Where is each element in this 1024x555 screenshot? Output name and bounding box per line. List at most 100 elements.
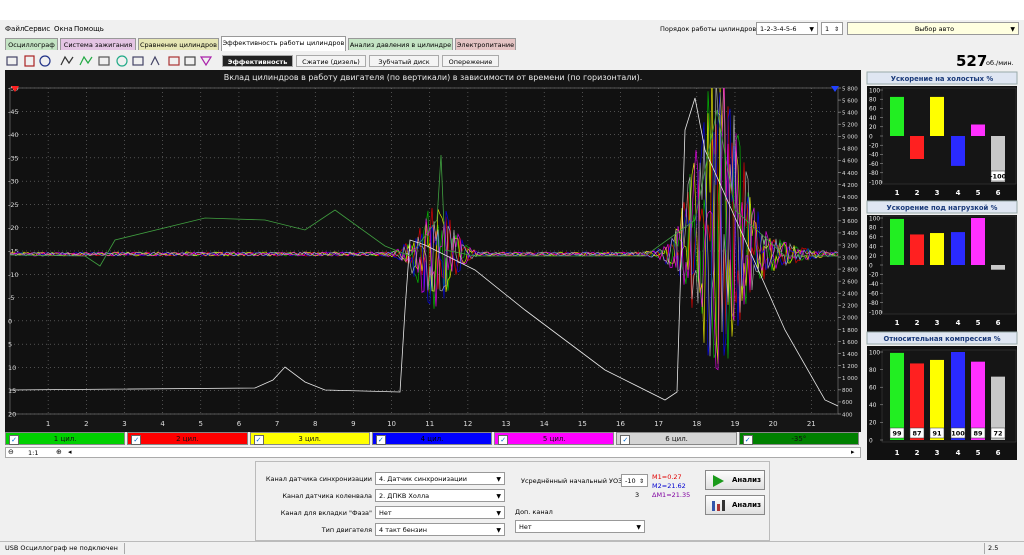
scroll-right[interactable]: ▸: [851, 448, 855, 456]
legend-entry[interactable]: ✓ 5 цил.: [494, 432, 615, 445]
y-tick-label: 20: [869, 254, 877, 260]
value-label: 99: [892, 430, 902, 438]
zoom-in[interactable]: ⊕: [56, 448, 62, 456]
analyze-button[interactable]: Анализ: [705, 495, 765, 515]
y-tick-label: -15: [8, 248, 19, 256]
legend-entry[interactable]: ✓ 2 цил.: [127, 432, 248, 445]
y-tick-label: 0: [869, 134, 873, 140]
legend-checkbox[interactable]: ✓: [253, 435, 264, 445]
legend-checkbox[interactable]: ✓: [742, 435, 753, 445]
setting-value: 4. Датчик синхронизации: [379, 475, 467, 483]
tab-active[interactable]: Эффективность работы цилиндров: [221, 36, 346, 51]
spin-arrows: ⇕: [833, 26, 839, 33]
y-tick-label: -5: [8, 294, 14, 302]
tool-icon[interactable]: [79, 55, 93, 66]
button-label: Анализ: [732, 476, 762, 484]
x-tick-label: 2: [915, 319, 920, 327]
auto-select[interactable]: Выбор авто ▼: [847, 22, 1019, 35]
bar: [890, 352, 904, 440]
x-tick-label: 3: [935, 319, 940, 327]
x-tick-label: 5: [199, 420, 203, 428]
tool-icon[interactable]: [98, 56, 110, 66]
uoz-spin[interactable]: -10 ⇕: [621, 474, 648, 487]
legend-entry[interactable]: ✓ 6 цил.: [616, 432, 737, 445]
tool-icon[interactable]: [60, 55, 74, 66]
y-tick-label: 0: [8, 317, 12, 325]
rpm-trace: [10, 97, 838, 407]
x-tick-label: 4: [956, 449, 961, 457]
tool-icon[interactable]: [132, 56, 144, 66]
tool-icon[interactable]: [6, 56, 18, 66]
legend-entry[interactable]: ✓ -35°: [738, 432, 859, 445]
zoom-out[interactable]: ⊖: [8, 448, 14, 456]
x-tick-label: 20: [769, 420, 778, 428]
y-tick-label: 80: [869, 98, 877, 104]
legend-checkbox[interactable]: ✓: [375, 435, 386, 445]
value-label: 100: [951, 430, 965, 438]
tool-icon[interactable]: [199, 56, 213, 67]
y2-tick-label: 5 600: [842, 98, 858, 104]
setting-select[interactable]: 4 такт бензин ▼: [375, 523, 505, 536]
subtab[interactable]: Опережение: [442, 55, 499, 67]
legend-entry[interactable]: ✓ 4 цил.: [371, 432, 493, 445]
menu-item[interactable]: Сервис: [24, 25, 51, 33]
tool-icon[interactable]: [39, 55, 51, 67]
x-tick-label: 8: [313, 420, 317, 428]
y-tick-label: 20: [8, 411, 16, 419]
y2-tick-label: 4 200: [842, 183, 858, 189]
y2-tick-label: 4 400: [842, 171, 858, 177]
tool-icon[interactable]: [168, 56, 180, 66]
y-tick-label: 60: [869, 107, 877, 113]
menu-item[interactable]: Окна: [54, 25, 73, 33]
scroll-left[interactable]: ◂: [68, 448, 72, 456]
menu-item[interactable]: Помощь: [74, 25, 104, 33]
y-tick-label: -20: [8, 224, 19, 232]
setting-select[interactable]: Нет ▼: [375, 506, 505, 519]
y2-tick-label: 3 200: [842, 243, 858, 249]
legend-checkbox[interactable]: ✓: [498, 435, 509, 445]
legend-label: 2 цил.: [176, 435, 199, 443]
tool-icon[interactable]: [116, 55, 128, 67]
y2-tick-label: 5 000: [842, 135, 858, 141]
setting-select[interactable]: 2. ДПКВ Холла ▼: [375, 489, 505, 502]
order-select[interactable]: 1-2-3-4-5-6 ▼: [756, 22, 818, 35]
legend-checkbox[interactable]: ✓: [9, 435, 19, 445]
sync-trace: [10, 109, 838, 267]
tab[interactable]: Электропитание: [455, 38, 516, 50]
tool-icon[interactable]: [24, 55, 35, 67]
x-tick-label: 2: [84, 420, 88, 428]
setting-select[interactable]: 4. Датчик синхронизации ▼: [375, 472, 505, 485]
bar: [951, 136, 965, 166]
panel-header: [866, 71, 1018, 85]
tab[interactable]: Сравнение цилиндров: [138, 38, 219, 50]
y2-tick-label: 400: [842, 412, 853, 418]
subtab-active[interactable]: Эффективность: [222, 55, 293, 67]
panel-header: [866, 200, 1018, 214]
legend-checkbox[interactable]: ✓: [131, 435, 142, 445]
setting-select[interactable]: Нет ▼: [515, 520, 645, 533]
bar: [910, 363, 924, 440]
legend-checkbox[interactable]: ✓: [620, 435, 631, 445]
tool-icon[interactable]: [184, 56, 196, 66]
settings-panel: [255, 461, 770, 541]
status-divider: [124, 543, 125, 554]
order-value: 1-2-3-4-5-6: [760, 25, 797, 33]
subtab[interactable]: Зубчатый диск: [369, 55, 439, 67]
tab[interactable]: Система зажигания: [60, 38, 136, 50]
y2-tick-label: 2 400: [842, 292, 858, 298]
legend-entry[interactable]: ✓ 3 цил.: [249, 432, 370, 445]
play-icon: [713, 475, 724, 487]
setting-label: Канал датчика синхронизации: [265, 475, 372, 483]
bar: [951, 352, 965, 440]
order-spin[interactable]: 1 ⇕: [821, 22, 843, 35]
tool-icon[interactable]: [150, 55, 160, 66]
subtab[interactable]: Сжатие (дизель): [296, 55, 366, 67]
analyze-button[interactable]: Анализ: [705, 470, 765, 490]
tab[interactable]: Осциллограф: [5, 38, 58, 50]
tab[interactable]: Анализ давления в цилиндре: [348, 38, 453, 50]
y-tick-label: 15: [8, 387, 16, 395]
menu-item[interactable]: Файл: [5, 25, 25, 33]
y-tick-label: 100: [869, 88, 880, 94]
legend-entry[interactable]: ✓ 1 цил.: [5, 432, 126, 445]
